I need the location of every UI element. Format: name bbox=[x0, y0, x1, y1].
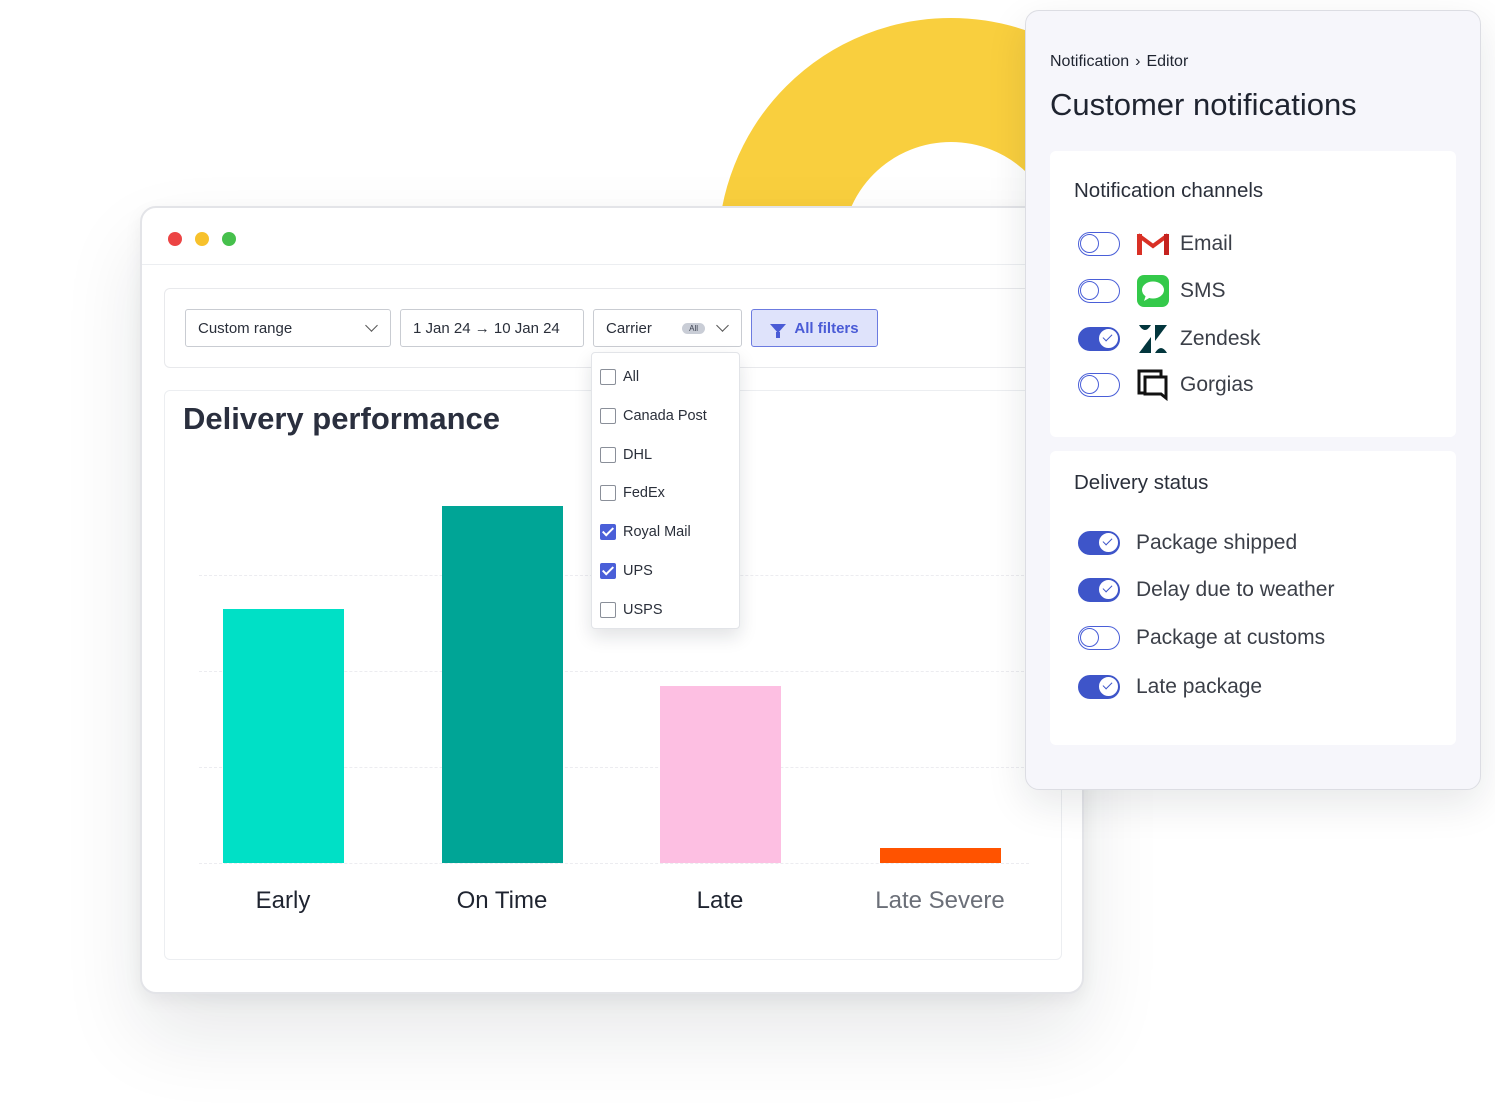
carrier-option[interactable]: Royal Mail bbox=[600, 521, 691, 543]
sms-icon bbox=[1136, 274, 1170, 308]
toggle-switch[interactable] bbox=[1078, 626, 1120, 650]
toggle-switch[interactable] bbox=[1078, 675, 1120, 699]
range-select[interactable]: Custom range bbox=[185, 309, 391, 347]
carrier-option-label: Canada Post bbox=[623, 407, 707, 424]
toggle-switch[interactable] bbox=[1078, 531, 1120, 555]
carrier-option-label: All bbox=[623, 369, 640, 385]
carrier-option-label: Royal Mail bbox=[623, 524, 691, 541]
filter-bar: Custom range 1 Jan 24 → 10 Jan 24 Carrie… bbox=[164, 288, 1044, 368]
date-range-input[interactable]: 1 Jan 24 → 10 Jan 24 bbox=[400, 309, 584, 347]
chevron-down-icon bbox=[716, 319, 729, 332]
breadcrumb: Notification › Editor bbox=[1050, 53, 1188, 71]
status-label: Package at customs bbox=[1136, 626, 1326, 649]
chart-bar-late[interactable] bbox=[660, 686, 781, 863]
status-label: Package shipped bbox=[1136, 531, 1298, 554]
carrier-option[interactable]: Canada Post bbox=[600, 405, 707, 427]
channel-label: Email bbox=[1180, 232, 1233, 255]
baseline bbox=[199, 863, 1029, 864]
toggle-knob bbox=[1099, 677, 1118, 696]
toggle-knob bbox=[1080, 628, 1099, 647]
toggle-knob bbox=[1080, 281, 1099, 300]
toggle-knob bbox=[1080, 375, 1099, 394]
checkbox[interactable] bbox=[600, 524, 616, 541]
channel-label: Zendesk bbox=[1180, 327, 1261, 350]
section-title: Delivery status bbox=[1074, 471, 1209, 494]
window-titlebar bbox=[142, 208, 1082, 265]
carrier-option[interactable]: All bbox=[600, 366, 639, 388]
notification-channels-section: Notification channels Email SMS Zendesk Gor… bbox=[1050, 151, 1456, 437]
toggle-knob bbox=[1080, 234, 1099, 253]
toggle-switch[interactable] bbox=[1078, 279, 1120, 303]
carrier-option-label: USPS bbox=[623, 601, 663, 618]
chart-bar-early[interactable] bbox=[223, 608, 344, 863]
channel-label: SMS bbox=[1180, 279, 1226, 302]
gmail-icon bbox=[1136, 227, 1170, 261]
carrier-select[interactable]: Carrier All bbox=[593, 309, 742, 347]
toggle-switch[interactable] bbox=[1078, 373, 1120, 397]
carrier-option[interactable]: UPS bbox=[600, 560, 653, 582]
carrier-option[interactable]: USPS bbox=[600, 599, 663, 621]
channel-label: Gorgias bbox=[1180, 373, 1254, 396]
toggle-switch[interactable] bbox=[1078, 578, 1120, 602]
zendesk-icon bbox=[1136, 322, 1170, 356]
carrier-option-label: UPS bbox=[623, 563, 653, 579]
channel-row: Email bbox=[1078, 229, 1233, 259]
status-row: Late package bbox=[1078, 672, 1262, 702]
all-filters-label: All filters bbox=[794, 319, 859, 337]
notifications-panel: Notification › Editor Customer notificat… bbox=[1025, 10, 1481, 790]
channel-row: Zendesk bbox=[1078, 324, 1261, 354]
x-tick-label: Late bbox=[696, 887, 744, 914]
chart-bar-late-severe[interactable] bbox=[880, 847, 1001, 863]
checkbox[interactable] bbox=[600, 601, 616, 618]
toggle-knob bbox=[1099, 533, 1118, 552]
checkbox[interactable] bbox=[600, 369, 616, 385]
delivery-performance-card: Delivery performance Early On Time Late Lat… bbox=[164, 390, 1062, 960]
x-tick-label: Early bbox=[255, 887, 311, 914]
chevron-right-icon: › bbox=[1135, 53, 1141, 70]
date-range-value: 1 Jan 24 → 10 Jan 24 bbox=[413, 319, 560, 337]
channel-row: Gorgias bbox=[1078, 368, 1254, 402]
status-row: Delay due to weather bbox=[1078, 575, 1334, 605]
carrier-dropdown: All Canada Post DHL FedEx Royal Mail UPS USPS bbox=[591, 352, 740, 629]
breadcrumb-item: Editor bbox=[1146, 53, 1189, 70]
chart-bar-on-time[interactable] bbox=[442, 505, 563, 863]
all-filters-button[interactable]: All filters bbox=[751, 309, 878, 347]
checkbox[interactable] bbox=[600, 407, 616, 424]
status-row: Package shipped bbox=[1078, 528, 1297, 558]
checkbox[interactable] bbox=[600, 563, 616, 579]
checkbox[interactable] bbox=[600, 446, 616, 463]
channel-row: SMS bbox=[1078, 274, 1226, 308]
toggle-switch[interactable] bbox=[1078, 327, 1120, 351]
toggle-knob bbox=[1099, 580, 1118, 599]
carrier-option[interactable]: DHL bbox=[600, 444, 652, 466]
gorgias-icon bbox=[1136, 368, 1170, 402]
gridline bbox=[199, 767, 1029, 768]
toggle-switch[interactable] bbox=[1078, 232, 1120, 256]
carrier-option[interactable]: FedEx bbox=[600, 482, 665, 504]
checkbox[interactable] bbox=[600, 485, 616, 502]
gridline bbox=[199, 671, 1029, 672]
range-select-label: Custom range bbox=[198, 319, 293, 337]
chart-title: Delivery performance bbox=[183, 401, 501, 436]
carrier-count-badge: All bbox=[682, 322, 705, 334]
status-row: Package at customs bbox=[1078, 623, 1325, 653]
carrier-select-label: Carrier bbox=[606, 319, 652, 337]
toggle-knob bbox=[1099, 329, 1118, 348]
section-title: Notification channels bbox=[1074, 179, 1264, 202]
page-title: Customer notifications bbox=[1050, 87, 1357, 122]
carrier-option-label: DHL bbox=[623, 446, 653, 463]
filter-icon bbox=[770, 323, 787, 338]
close-window-button[interactable] bbox=[168, 232, 182, 246]
breadcrumb-item[interactable]: Notification bbox=[1050, 53, 1130, 70]
chevron-down-icon bbox=[365, 319, 378, 332]
maximize-window-button[interactable] bbox=[222, 232, 236, 246]
status-label: Delay due to weather bbox=[1136, 578, 1335, 601]
x-tick-label: On Time bbox=[456, 887, 548, 914]
delivery-status-section: Delivery status Package shipped Delay due… bbox=[1050, 451, 1456, 745]
status-label: Late package bbox=[1136, 675, 1263, 698]
x-tick-label: Late Severe bbox=[875, 887, 1005, 914]
minimize-window-button[interactable] bbox=[195, 232, 209, 246]
carrier-option-label: FedEx bbox=[623, 485, 665, 502]
